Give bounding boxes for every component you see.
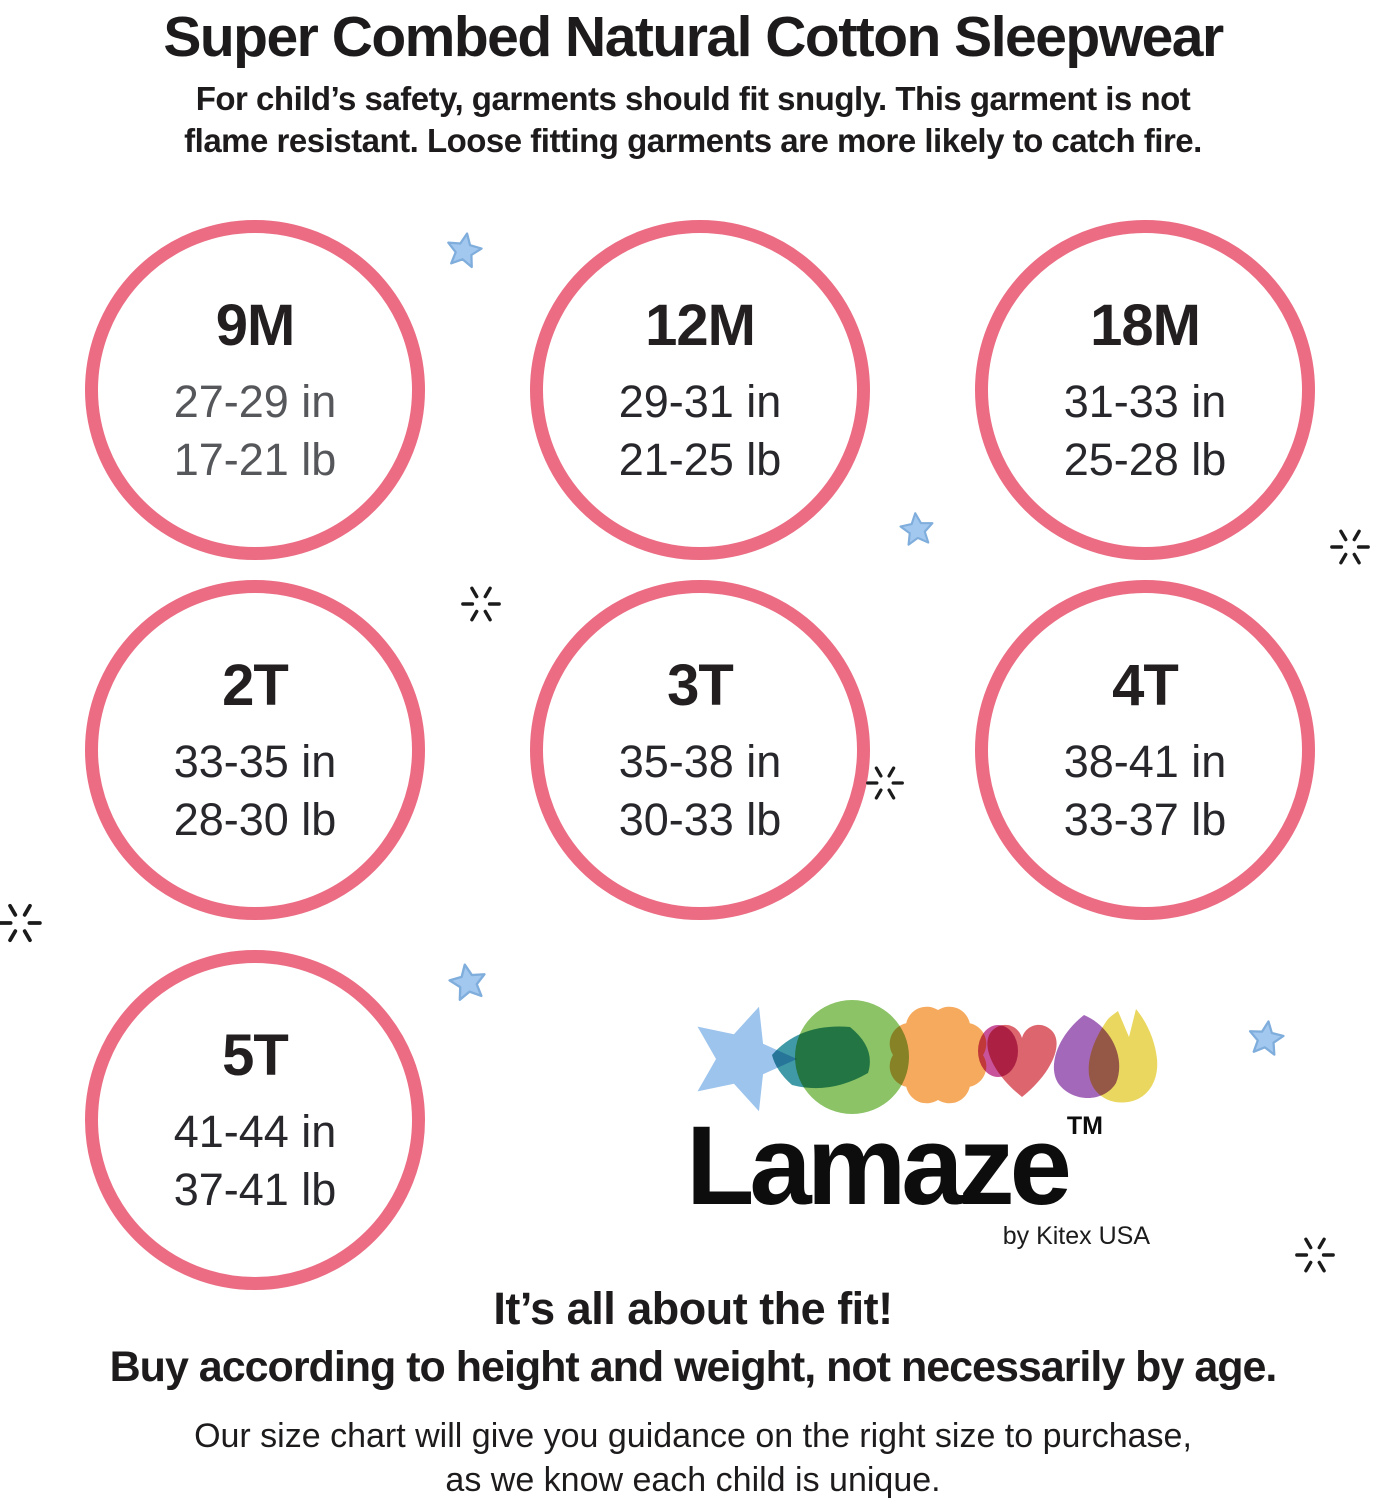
safety-note-line1: For child’s safety, garments should fit … xyxy=(195,80,1191,117)
safety-note: For child’s safety, garments should fit … xyxy=(0,78,1386,162)
trademark: TM xyxy=(1066,1112,1103,1140)
height-range: 27-29 in xyxy=(173,375,337,427)
star-icon xyxy=(441,228,487,274)
height-range: 35-38 in xyxy=(618,735,782,787)
size-label: 9M xyxy=(215,292,296,358)
height-range: 29-31 in xyxy=(618,375,782,427)
brand-byline: by Kitex USA xyxy=(1002,1222,1150,1250)
height-range: 31-33 in xyxy=(1063,375,1227,427)
size-ranges: 27-29 in 17-21 lb xyxy=(174,373,337,488)
sparkle-icon xyxy=(1329,526,1371,568)
size-circle-12m: 12M 29-31 in 21-25 lb xyxy=(530,220,870,560)
weight-range: 25-28 lb xyxy=(1063,433,1227,485)
height-range: 38-41 in xyxy=(1063,735,1227,787)
weight-range: 30-33 lb xyxy=(618,793,782,845)
sparkle-icon xyxy=(1294,1234,1336,1276)
star-icon xyxy=(444,959,493,1008)
size-label: 5T xyxy=(222,1022,289,1088)
size-ranges: 31-33 in 25-28 lb xyxy=(1064,373,1227,488)
weight-range: 21-25 lb xyxy=(618,433,782,485)
size-circle-18m: 18M 31-33 in 25-28 lb xyxy=(975,220,1315,560)
size-circle-3t: 3T 35-38 in 30-33 lb xyxy=(530,580,870,920)
logo-shapes xyxy=(697,1000,1158,1114)
size-label: 4T xyxy=(1112,652,1179,718)
sparkle-icon xyxy=(460,583,502,625)
size-label: 2T xyxy=(222,652,289,718)
header: Super Combed Natural Cotton Sleepwear Fo… xyxy=(0,4,1386,162)
brand-name: Lamaze xyxy=(686,1103,1072,1228)
height-range: 33-35 in xyxy=(173,735,337,787)
weight-range: 37-41 lb xyxy=(173,1163,337,1215)
star-icon xyxy=(896,509,938,551)
size-circle-4t: 4T 38-41 in 33-37 lb xyxy=(975,580,1315,920)
flower-shape-icon xyxy=(889,1006,987,1104)
brand-row: LamazeTM xyxy=(680,1110,1180,1222)
size-circle-5t: 5T 41-44 in 37-41 lb xyxy=(85,950,425,1290)
sparkle-icon xyxy=(865,763,905,803)
guidance-note-line1: Our size chart will give you guidance on… xyxy=(194,1417,1192,1455)
star-shape-icon xyxy=(697,1006,797,1112)
size-label: 3T xyxy=(667,652,734,718)
guidance-note: Our size chart will give you guidance on… xyxy=(0,1414,1386,1502)
size-label: 12M xyxy=(645,292,756,358)
weight-range: 28-30 lb xyxy=(173,793,337,845)
size-ranges: 38-41 in 33-37 lb xyxy=(1064,733,1227,848)
sparkle-icon xyxy=(0,900,43,946)
guidance-note-line2: as we know each child is unique. xyxy=(445,1461,941,1500)
weight-range: 17-21 lb xyxy=(173,433,337,485)
page-title: Super Combed Natural Cotton Sleepwear xyxy=(163,5,1224,69)
star-icon xyxy=(1243,1016,1288,1061)
size-label: 18M xyxy=(1090,292,1201,358)
heart-shape-icon xyxy=(987,1024,1057,1097)
lamaze-logo: LamazeTM by Kitex USA xyxy=(680,993,1180,1251)
size-circle-2t: 2T 33-35 in 28-30 lb xyxy=(85,580,425,920)
height-range: 41-44 in xyxy=(173,1105,337,1157)
size-circle-9m: 9M 27-29 in 17-21 lb xyxy=(85,220,425,560)
size-ranges: 29-31 in 21-25 lb xyxy=(619,373,782,488)
tulip-shape-icon xyxy=(1088,1009,1158,1103)
size-ranges: 41-44 in 37-41 lb xyxy=(174,1103,337,1218)
safety-note-line2: flame resistant. Loose fitting garments … xyxy=(184,121,1202,159)
size-ranges: 35-38 in 30-33 lb xyxy=(619,733,782,848)
weight-range: 33-37 lb xyxy=(1063,793,1227,845)
size-ranges: 33-35 in 28-30 lb xyxy=(174,733,337,848)
circle-shape-icon xyxy=(795,1000,909,1114)
fit-tagline: It’s all about the fit! xyxy=(493,1283,893,1334)
buying-advice: Buy according to height and weight, not … xyxy=(109,1343,1278,1391)
